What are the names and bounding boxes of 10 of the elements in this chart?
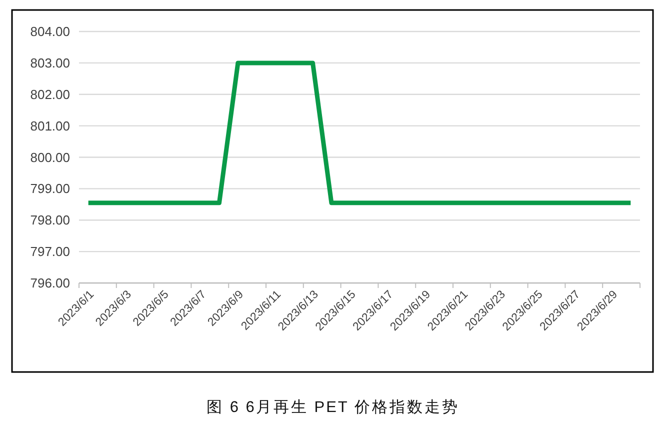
y-tick-label: 804.00 bbox=[30, 24, 70, 39]
y-tick-label: 799.00 bbox=[30, 181, 70, 196]
y-tick-label: 802.00 bbox=[30, 86, 70, 102]
y-tick-label: 798.00 bbox=[30, 212, 70, 228]
text: 图 6 6月再生 PET 价格指数走势 bbox=[206, 398, 460, 416]
y-tick-label: 801.00 bbox=[30, 118, 70, 134]
y-tick-label: 803.00 bbox=[30, 55, 70, 70]
y-tick-label: 800.00 bbox=[30, 150, 70, 165]
y-tick-label: 797.00 bbox=[30, 244, 70, 260]
y-tick-label: 796.00 bbox=[30, 276, 70, 290]
